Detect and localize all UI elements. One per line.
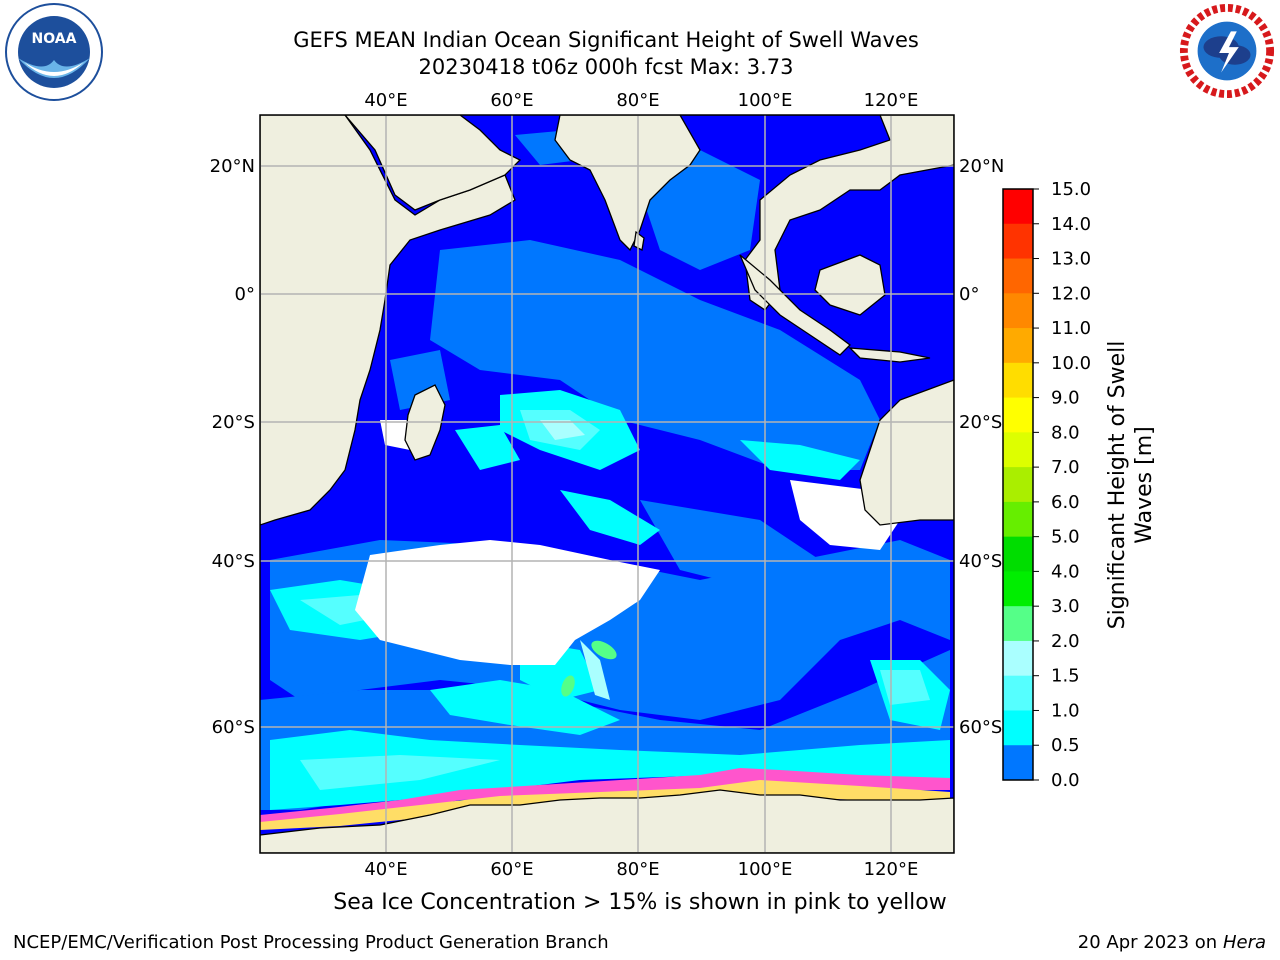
colorbar-tick-label: 8.0 <box>1051 422 1080 443</box>
left-axis-label: 20°S <box>212 412 255 433</box>
australia-landmass <box>859 379 954 526</box>
map-frame <box>259 114 955 854</box>
top-axis-label: 80°E <box>616 90 659 111</box>
sri-lanka <box>633 230 645 251</box>
bottom-axis: 40°E 60°E 80°E 100°E 120°E <box>364 859 918 880</box>
colorbar-tick-label: 7.0 <box>1051 457 1080 478</box>
right-axis-label: 20°S <box>959 412 1002 433</box>
colorbar-label-line2: Waves [m] <box>1132 426 1157 543</box>
colorbar-swatch <box>1003 223 1033 260</box>
left-axis-label: 0° <box>235 284 255 305</box>
colorbar-tick-label: 1.5 <box>1051 666 1080 687</box>
colorbar-swatch <box>1003 571 1033 607</box>
colorbar-tick-label: 12.0 <box>1051 283 1091 304</box>
colorbar-tick-label: 2.0 <box>1051 631 1080 652</box>
colorbar-swatch <box>1003 189 1033 225</box>
colorbar-tick-label: 4.0 <box>1051 561 1080 582</box>
colorbar-swatch <box>1003 675 1033 711</box>
left-axis-label: 20°N <box>210 156 255 177</box>
map-gridlines <box>260 115 954 853</box>
top-axis-label: 40°E <box>364 90 407 111</box>
bottom-axis-label: 40°E <box>364 859 407 880</box>
sumatra <box>739 254 851 356</box>
colorbar-swatch <box>1003 501 1033 538</box>
arabian-peninsula <box>344 115 522 211</box>
right-axis-label: 60°S <box>959 717 1002 738</box>
colorbar-tick-label: 5.0 <box>1051 527 1080 548</box>
colorbar-tick-label: 9.0 <box>1051 388 1080 409</box>
left-axis-label: 40°S <box>212 551 255 572</box>
colorbar-swatch <box>1003 362 1033 399</box>
colorbar-tick-label: 0.0 <box>1051 770 1080 791</box>
colorbar-swatch <box>1003 293 1033 329</box>
colorbar-tick-label: 15.0 <box>1051 179 1091 200</box>
bottom-axis-label: 100°E <box>738 859 793 880</box>
colorbar-tick-label: 13.0 <box>1051 249 1091 270</box>
swell-band-2.0-3.0 <box>540 420 610 700</box>
colorbar-swatch <box>1003 606 1033 642</box>
colorbar-tick-label: 11.0 <box>1051 318 1091 339</box>
colorbar-swatch <box>1003 328 1033 364</box>
colorbar-label-line1: Significant Height of Swell <box>1105 341 1130 630</box>
missing-data-region <box>355 420 900 665</box>
right-axis: 20°N 0° 20°S 40°S 60°S <box>959 156 1004 738</box>
top-axis-label: 120°E <box>864 90 919 111</box>
colorbar-tick-label: 1.0 <box>1051 700 1080 721</box>
top-axis-label: 60°E <box>490 90 533 111</box>
top-axis: 40°E 60°E 80°E 100°E 120°E <box>364 90 918 111</box>
noaa-logo-text: NOAA <box>32 31 77 47</box>
chart-title: GEFS MEAN Indian Ocean Significant Heigh… <box>293 28 919 52</box>
colorbar-swatch <box>1003 710 1033 746</box>
colorbar-swatch <box>1003 397 1033 433</box>
colorbar-swatch <box>1003 258 1033 294</box>
bottom-axis-label: 120°E <box>864 859 919 880</box>
bottom-axis-label: 60°E <box>490 859 533 880</box>
colorbar: 15.0 14.0 13.0 12.0 11.0 10.0 9.0 8.0 7.0 6.0 5.0 4… <box>1002 179 1091 791</box>
right-axis-label: 0° <box>959 284 979 305</box>
nws-logo-icon <box>1179 3 1275 99</box>
generation-date-text: 20 Apr 2023 on <box>1077 932 1223 953</box>
colorbar-swatch <box>1003 467 1033 503</box>
colorbar-frame <box>1002 188 1034 781</box>
colorbar-swatch <box>1003 432 1033 468</box>
noaa-logo-icon: NOAA <box>5 3 103 101</box>
left-axis-label: 60°S <box>212 717 255 738</box>
machine-name: Hera <box>1222 932 1266 953</box>
chart-subtitle: 20230418 t06z 000h fcst Max: 3.73 <box>418 55 794 79</box>
antarctica-landmass <box>260 789 954 853</box>
producer-credit: NCEP/EMC/Verification Post Processing Pr… <box>13 932 609 953</box>
colorbar-swatch <box>1003 745 1033 781</box>
bottom-axis-label: 80°E <box>616 859 659 880</box>
right-axis-label: 20°N <box>959 156 1004 177</box>
right-axis-label: 40°S <box>959 551 1002 572</box>
colorbar-tick-label: 6.0 <box>1051 492 1080 513</box>
colorbar-swatch <box>1003 640 1033 677</box>
generation-date: 20 Apr 2023 on Hera <box>1078 932 1266 953</box>
top-axis-label: 100°E <box>738 90 793 111</box>
colorbar-tick-label: 0.5 <box>1051 735 1080 756</box>
colorbar-swatch <box>1003 536 1033 572</box>
borneo <box>814 254 886 316</box>
map-plot-area <box>260 115 954 853</box>
colorbar-tick-label: 14.0 <box>1051 214 1091 235</box>
left-axis: 20°N 0° 20°S 40°S 60°S <box>210 156 255 738</box>
sea-ice-note: Sea Ice Concentration > 15% is shown in … <box>333 890 947 915</box>
colorbar-tick-label: 10.0 <box>1051 353 1091 374</box>
colorbar-tick-label: 3.0 <box>1051 596 1080 617</box>
